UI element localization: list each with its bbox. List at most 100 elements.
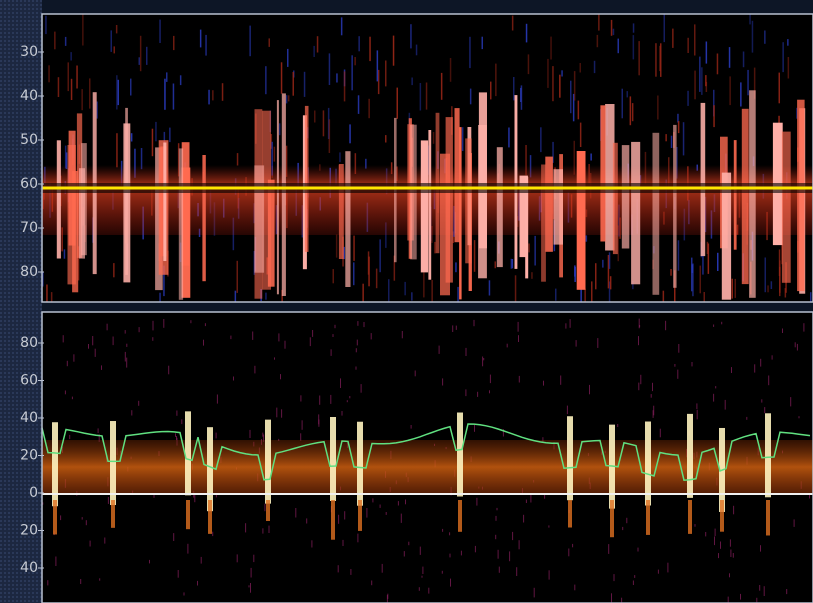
noise [733,553,734,558]
flow-streak [672,29,674,48]
noise [344,511,345,519]
flow-streak [286,95,288,103]
flow-streak [474,240,476,272]
flow-streak [97,102,99,119]
flow-jet [541,165,546,282]
flow-streak [354,57,356,65]
flow-jet [782,132,791,283]
noise [173,533,174,541]
noise [386,512,387,515]
noise [653,410,654,418]
flow-jet [345,151,350,287]
flow-streak [51,292,53,302]
flow-streak [550,37,552,60]
noise [88,344,89,349]
noise [338,515,339,524]
noise [201,557,202,564]
noise [496,516,497,521]
noise [113,337,114,346]
noise [760,545,761,551]
flow-streak [420,83,422,111]
reverse-flow [568,500,572,527]
flow-streak [618,39,620,54]
noise [651,394,652,398]
noise [311,540,312,547]
flow-streak [410,24,412,48]
flow-streak [735,279,737,298]
flow-jet [478,125,487,278]
reverse-flow [331,500,335,540]
flow-streak [114,46,116,53]
systolic-spike [207,427,213,511]
noise [764,407,765,413]
noise [364,322,365,327]
flow-jet [734,140,737,250]
reverse-flow [688,500,692,534]
flow-streak [349,124,351,143]
flow-streak [64,249,65,258]
noise [640,375,641,384]
flow-jet [497,147,503,267]
flow-streak [411,78,413,86]
flow-streak [555,289,557,301]
noise [759,585,760,591]
noise [516,567,517,576]
noise [371,581,372,586]
noise [340,378,341,388]
flow-streak [358,36,360,51]
flow-streak [632,103,634,121]
flow-streak [169,128,171,143]
flow-streak [729,47,731,68]
depth-label: 80 [20,264,38,280]
flow-streak [369,37,371,61]
noise [252,332,253,340]
flow-jet [421,140,428,272]
page: 3040506070808060402002040 (() => { const… [0,0,813,603]
flow-jet [254,165,264,272]
noise [411,425,412,429]
noise [439,346,440,354]
noise [178,570,179,578]
noise [728,597,729,603]
noise [713,325,714,327]
noise [720,542,721,549]
noise [507,344,508,348]
flow-streak [379,239,381,272]
noise [285,341,286,349]
noise [639,319,640,329]
reverse-flow [111,500,115,528]
flow-streak [597,35,599,47]
noise [295,508,296,518]
noise [108,497,109,504]
noise [772,355,773,359]
noise [203,340,204,346]
flow-streak [274,147,276,162]
noise [476,498,477,506]
noise [452,325,453,332]
flow-streak [70,52,72,60]
flow-streak [416,45,418,56]
noise [310,337,311,346]
flow-streak [116,75,118,109]
noise [306,518,307,523]
noise [498,550,499,559]
noise [249,585,250,587]
noise [197,581,198,586]
noise [729,573,730,577]
flow-streak [140,36,142,71]
noise [782,329,783,334]
velocity-label: 80 [20,335,38,351]
flow-streak [584,289,586,302]
flow-streak [358,95,360,114]
noise [405,500,406,505]
noise [357,340,358,346]
noise [705,532,706,536]
flow-streak [694,24,696,55]
noise [622,527,623,530]
noise [713,394,714,402]
noise [795,342,796,347]
flow-streak [613,29,615,35]
flow-streak [665,134,667,141]
flow-streak [397,88,399,119]
flow-streak [71,79,73,100]
